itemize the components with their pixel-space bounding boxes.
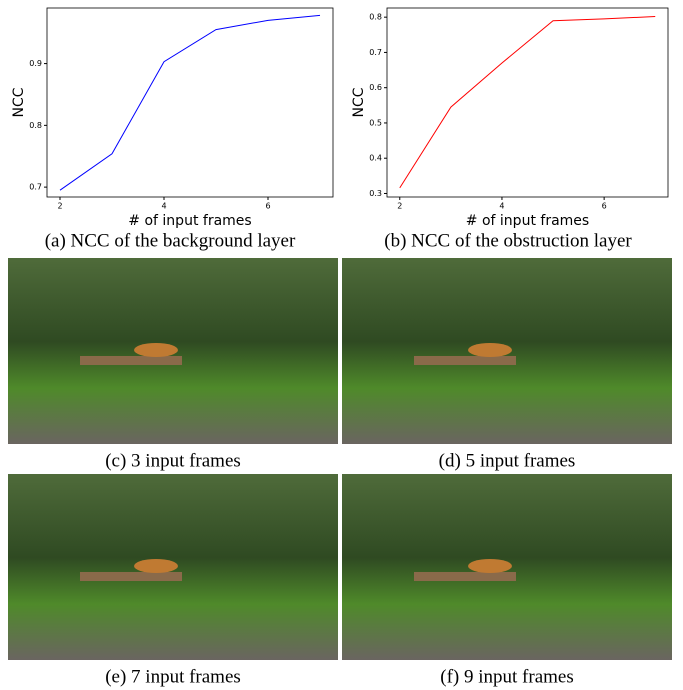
- x-tick-label: 4: [161, 202, 166, 211]
- x-tick-label: 2: [57, 202, 62, 211]
- data-line: [59, 14, 321, 191]
- bench: [414, 356, 516, 365]
- bench: [80, 572, 182, 581]
- tiger: [468, 559, 512, 573]
- photo-caption: (e) 7 input frames: [105, 666, 241, 687]
- x-tick-label: 2: [397, 202, 402, 211]
- x-tick-label: 6: [602, 202, 607, 211]
- bench: [414, 572, 516, 581]
- plot-frame: [46, 7, 334, 198]
- chart-caption: (b) NCC of the obstruction layer: [384, 230, 632, 251]
- chart-caption: (a) NCC of the background layer: [45, 230, 296, 251]
- plot-frame: [386, 7, 669, 198]
- photo-caption: (c) 3 input frames: [105, 450, 241, 471]
- x-tick-label: 4: [499, 202, 504, 211]
- tiger: [134, 343, 178, 357]
- y-tick-label: 0.7: [29, 183, 42, 192]
- y-tick-label: 0.8: [29, 121, 42, 130]
- y-tick-label: 0.9: [29, 59, 42, 68]
- x-axis-label: # of input frames: [466, 213, 589, 229]
- x-tick-label: 6: [265, 202, 270, 211]
- photo-caption: (d) 5 input frames: [439, 450, 576, 471]
- x-axis-label: # of input frames: [128, 213, 251, 229]
- y-tick-label: 0.4: [369, 154, 382, 163]
- y-axis-label: NCC: [11, 87, 27, 117]
- y-tick-label: 0.7: [369, 48, 382, 57]
- y-tick-label: 0.8: [369, 13, 382, 22]
- photo-caption: (f) 9 input frames: [440, 666, 573, 687]
- y-tick-label: 0.6: [369, 83, 382, 92]
- tiger: [134, 559, 178, 573]
- tiger: [468, 343, 512, 357]
- data-line: [399, 15, 656, 189]
- y-tick-label: 0.3: [369, 189, 382, 198]
- y-tick-label: 0.5: [369, 118, 382, 127]
- y-axis-label: NCC: [351, 87, 367, 117]
- bench: [80, 356, 182, 365]
